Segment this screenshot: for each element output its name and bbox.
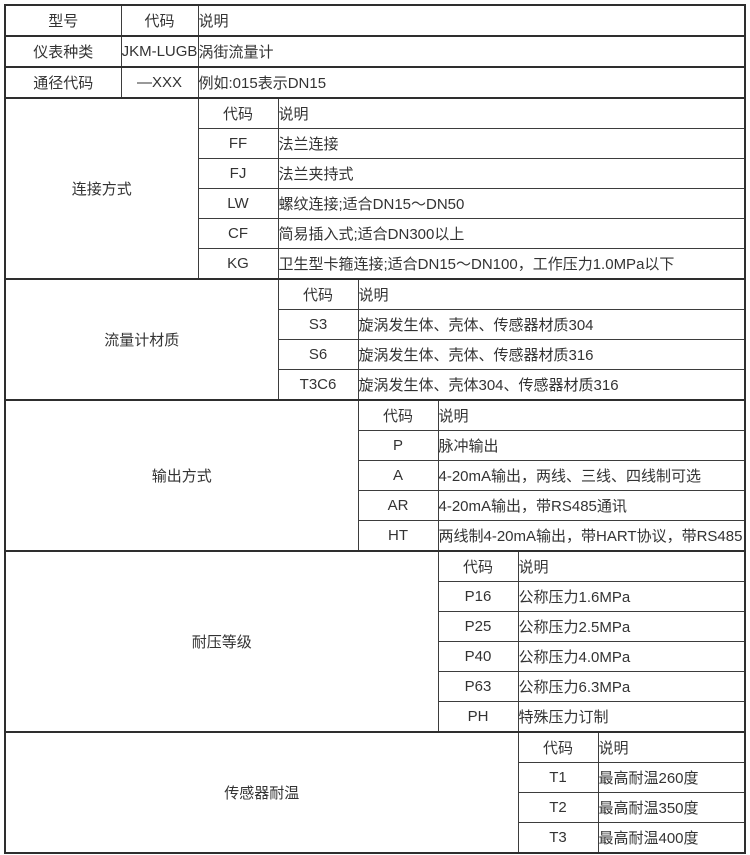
- code-cell: FF: [197, 128, 279, 159]
- table-row: T3 最高耐温400度: [5, 822, 746, 854]
- group-label-output-mode: 输出方式: [4, 399, 359, 552]
- desc-cell: 公称压力2.5MPa: [517, 611, 746, 642]
- subtable-desc-header: 说明: [437, 399, 746, 431]
- group-header-row: 流量计材质 代码 说明: [4, 278, 746, 401]
- table-row: T2 最高耐温350度: [5, 792, 746, 823]
- table-row: AR 4-20mA输出，带RS485通讯: [5, 490, 746, 521]
- table-row: CF 简易插入式;适合DN300以上: [5, 218, 746, 249]
- desc-cell: 最高耐温350度: [597, 792, 746, 823]
- group-label-sensor-temperature: 传感器耐温: [4, 731, 519, 854]
- desc-cell: 4-20mA输出，两线、三线、四线制可选: [437, 460, 746, 491]
- table-row: KG 卫生型卡箍连接;适合DN15～DN100，工作压力1.0MPa以下: [5, 248, 746, 280]
- column-header-model: 型号: [4, 4, 122, 37]
- desc-cell: 公称压力4.0MPa: [517, 641, 746, 672]
- table-row: P 脉冲输出: [5, 430, 746, 461]
- desc-cell: 卫生型卡箍连接;适合DN15～DN100，工作压力1.0MPa以下: [277, 248, 746, 280]
- table-row: PH 特殊压力订制: [5, 701, 746, 733]
- subtable-code-header: 代码: [437, 550, 519, 582]
- code-cell: CF: [197, 218, 279, 249]
- desc-cell: 特殊压力订制: [517, 701, 746, 733]
- subtable-code-header: 代码: [517, 731, 599, 763]
- subtable-code-header: 代码: [357, 399, 439, 431]
- table-row: HT 两线制4-20mA输出，带HART协议，带RS485: [5, 520, 746, 552]
- subtable-code-header: 代码: [197, 97, 279, 129]
- code-cell: FJ: [197, 158, 279, 189]
- table-row: P63 公称压力6.3MPa: [5, 671, 746, 702]
- code-cell: PH: [437, 701, 519, 733]
- table-row: T1 最高耐温260度: [5, 762, 746, 793]
- desc-cell: 4-20mA输出，带RS485通讯: [437, 490, 746, 521]
- code-cell: T1: [517, 762, 599, 793]
- code-cell: P25: [437, 611, 519, 642]
- table-row: S6 旋涡发生体、壳体、传感器材质316: [5, 339, 746, 370]
- code-cell: P: [357, 430, 439, 461]
- desc-cell: 法兰连接: [277, 128, 746, 159]
- code-cell: LW: [197, 188, 279, 219]
- desc-cell: 例如:015表示DN15: [197, 66, 746, 99]
- subtable-desc-header: 说明: [517, 550, 746, 582]
- desc-cell: 螺纹连接;适合DN15～DN50: [277, 188, 746, 219]
- row-label-diameter-code: 通径代码: [4, 66, 122, 99]
- subtable-desc-header: 说明: [357, 278, 746, 310]
- table-row: LW 螺纹连接;适合DN15～DN50: [5, 188, 746, 219]
- subtable-code-header: 代码: [277, 278, 359, 310]
- code-cell: S3: [277, 309, 359, 340]
- code-cell: KG: [197, 248, 279, 280]
- code-cell: A: [357, 460, 439, 491]
- desc-cell: 最高耐温260度: [597, 762, 746, 793]
- code-cell: JKM-LUGB: [120, 35, 199, 68]
- table-row: P16 公称压力1.6MPa: [5, 581, 746, 612]
- subtable-desc-header: 说明: [597, 731, 746, 763]
- subtable-desc-header: 说明: [277, 97, 746, 129]
- desc-cell: 简易插入式;适合DN300以上: [277, 218, 746, 249]
- row-label-instrument-type: 仪表种类: [4, 35, 122, 68]
- code-cell: HT: [357, 520, 439, 552]
- desc-cell: 脉冲输出: [437, 430, 746, 461]
- desc-cell: 最高耐温400度: [597, 822, 746, 854]
- desc-cell: 旋涡发生体、壳体、传感器材质304: [357, 309, 746, 340]
- code-cell: P40: [437, 641, 519, 672]
- code-cell: T2: [517, 792, 599, 823]
- code-cell: P63: [437, 671, 519, 702]
- desc-cell: 公称压力1.6MPa: [517, 581, 746, 612]
- group-header-row: 输出方式 代码 说明: [4, 399, 746, 552]
- code-cell: S6: [277, 339, 359, 370]
- desc-cell: 涡街流量计: [197, 35, 746, 68]
- code-cell: —XXX: [120, 66, 199, 99]
- code-cell: T3: [517, 822, 599, 854]
- desc-cell: 两线制4-20mA输出，带HART协议，带RS485: [437, 520, 746, 552]
- group-label-pressure-rating: 耐压等级: [4, 550, 439, 733]
- table-row: 通径代码 —XXX 例如:015表示DN15: [4, 66, 746, 99]
- group-header-row: 传感器耐温 代码 说明: [4, 731, 746, 854]
- code-cell: P16: [437, 581, 519, 612]
- group-label-body-material: 流量计材质: [4, 278, 279, 401]
- desc-cell: 旋涡发生体、壳体304、传感器材质316: [357, 369, 746, 401]
- desc-cell: 公称压力6.3MPa: [517, 671, 746, 702]
- table-row: FF 法兰连接: [5, 128, 746, 159]
- group-label-connection-type: 连接方式: [4, 97, 199, 280]
- code-cell: T3C6: [277, 369, 359, 401]
- code-cell: AR: [357, 490, 439, 521]
- table-row: 仪表种类 JKM-LUGB 涡街流量计: [4, 35, 746, 68]
- column-header-desc: 说明: [197, 4, 746, 37]
- column-header-code: 代码: [120, 4, 199, 37]
- desc-cell: 旋涡发生体、壳体、传感器材质316: [357, 339, 746, 370]
- model-selection-table: 型号 代码 说明 仪表种类 JKM-LUGB 涡街流量计 通径代码 —XXX 例…: [4, 4, 746, 854]
- group-header-row: 连接方式 代码 说明: [4, 97, 746, 280]
- table-row: T3C6 旋涡发生体、壳体304、传感器材质316: [5, 369, 746, 401]
- table-row: A 4-20mA输出，两线、三线、四线制可选: [5, 460, 746, 491]
- group-header-row: 耐压等级 代码 说明: [4, 550, 746, 733]
- table-header-row: 型号 代码 说明: [4, 4, 746, 37]
- table-row: P25 公称压力2.5MPa: [5, 611, 746, 642]
- table-row: FJ 法兰夹持式: [5, 158, 746, 189]
- desc-cell: 法兰夹持式: [277, 158, 746, 189]
